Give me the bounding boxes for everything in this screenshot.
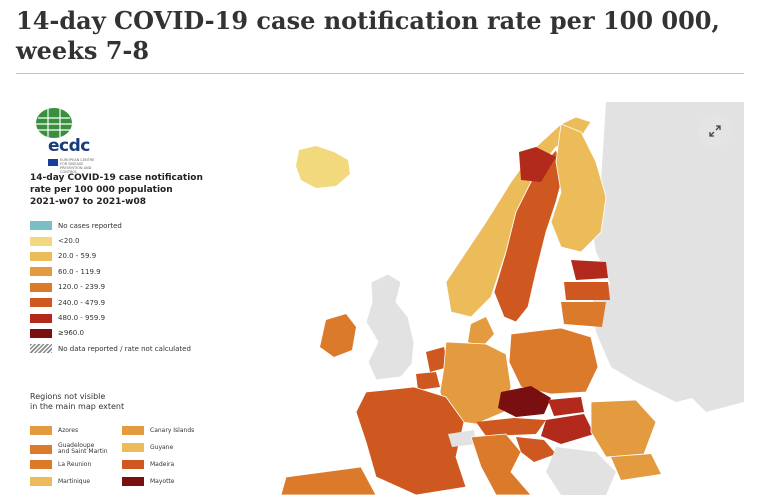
legend-title-line: 14-day COVID-19 case notification [30, 173, 203, 183]
legend-items: No cases reported <20.0 20.0 - 59.9 60.0 - … [30, 218, 191, 357]
map-poland [508, 327, 599, 395]
region-swatch [122, 443, 144, 452]
legend-item: ≥960.0 [30, 326, 191, 341]
legend-item-label: <20.0 [58, 237, 80, 246]
legend-swatch [30, 313, 52, 323]
legend-item-label: No cases reported [58, 221, 122, 230]
map-spain [280, 466, 377, 495]
map-italy [470, 433, 532, 495]
region-item: Canary Islands [122, 426, 194, 435]
region-label: Guyane [150, 443, 174, 451]
legend-item-label: 20.0 - 59.9 [58, 252, 97, 261]
map-croatia [516, 437, 556, 462]
map-belarus-ukraine [591, 282, 716, 402]
map-panel[interactable]: ecdc EUROPEAN CENTRE FOR DISEASE PREVENT… [16, 102, 744, 495]
expand-map-button[interactable] [698, 114, 732, 148]
map-hungary [541, 414, 594, 444]
legend-title: 14-day COVID-19 case notification rate p… [30, 172, 260, 208]
map-bulgaria [611, 454, 661, 480]
region-swatch [30, 460, 52, 469]
regions-heading-line: in the main map extent [30, 402, 125, 411]
map-united-kingdom [365, 273, 415, 381]
ecdc-logo-text: ecdc [48, 136, 90, 156]
map-estonia [571, 260, 608, 280]
legend-swatch [30, 236, 52, 246]
legend-item: <20.0 [30, 233, 191, 248]
map-finland [550, 123, 607, 253]
region-item: Madeira [122, 460, 174, 469]
region-swatch [122, 426, 144, 435]
map-legend: ecdc EUROPEAN CENTRE FOR DISEASE PREVENT… [30, 106, 290, 491]
legend-item: No data reported / rate not calculated [30, 341, 191, 356]
legend-item: 480.0 - 959.9 [30, 310, 191, 325]
map-sweden-north [519, 147, 556, 182]
region-swatch [30, 426, 52, 435]
legend-item: No cases reported [30, 218, 191, 233]
legend-swatch [30, 221, 52, 231]
legend-title-line: rate per 100 000 population [30, 185, 173, 195]
region-label: La Reunion [58, 460, 92, 468]
map-iceland [296, 146, 350, 188]
map-romania [590, 399, 657, 458]
region-item: Guyane [122, 443, 173, 452]
map-belgium [416, 372, 440, 390]
region-item: Martinique [30, 477, 90, 486]
legend-item-label: 240.0 - 479.9 [58, 298, 106, 307]
regions-heading-line: Regions not visible [30, 392, 106, 401]
region-label: Madeira [150, 460, 175, 468]
map-latvia [564, 282, 610, 300]
region-swatch [122, 477, 144, 486]
legend-item-label: 480.0 - 959.9 [58, 314, 106, 323]
legend-item-label: 60.0 - 119.9 [58, 267, 101, 276]
region-label: Azores [58, 426, 79, 434]
legend-swatch [30, 344, 52, 354]
legend-swatch [30, 328, 52, 338]
map-france [355, 386, 467, 495]
legend-swatch [30, 298, 52, 308]
legend-title-line: 2021-w07 to 2021-w08 [30, 197, 146, 207]
region-item: Mayotte [122, 477, 174, 486]
region-label: Guadeloupe and Saint Martin [58, 442, 108, 455]
legend-item: 240.0 - 479.9 [30, 295, 191, 310]
map-netherlands [426, 347, 448, 372]
legend-item-label: 120.0 - 239.9 [58, 283, 106, 292]
ecdc-logo: ecdc EUROPEAN CENTRE FOR DISEASE PREVENT… [32, 106, 102, 174]
page-title: 14-day COVID-19 case notification rate p… [16, 6, 720, 65]
ecdc-logo-subtitle: EUROPEAN CENTRE FOR DISEASE PREVENTION A… [60, 158, 95, 174]
globe-icon [36, 108, 72, 138]
legend-item-label: No data reported / rate not calculated [58, 344, 191, 353]
region-item: La Reunion [30, 460, 91, 469]
legend-item-label: ≥960.0 [58, 329, 84, 338]
title-divider [16, 73, 744, 74]
map-lithuania [561, 302, 606, 327]
region-swatch [30, 444, 52, 454]
map-czechia [498, 386, 551, 417]
europe-map[interactable] [16, 102, 744, 495]
map-switzerland [448, 430, 476, 447]
map-denmark [468, 317, 494, 347]
map-germany [439, 341, 512, 425]
eu-flag-icon [48, 159, 58, 166]
region-swatch [122, 460, 144, 469]
map-austria [476, 418, 546, 436]
region-item: Guadeloupe and Saint Martin [30, 443, 108, 455]
legend-item: 120.0 - 239.9 [30, 280, 191, 295]
map-ireland [320, 314, 356, 357]
map-balkans [546, 447, 616, 495]
legend-item: 60.0 - 119.9 [30, 264, 191, 279]
legend-swatch [30, 282, 52, 292]
legend-swatch [30, 251, 52, 261]
legend-swatch [30, 267, 52, 277]
region-label: Mayotte [150, 477, 175, 485]
region-item: Azores [30, 426, 78, 435]
region-label: Martinique [58, 477, 91, 485]
legend-item: 20.0 - 59.9 [30, 249, 191, 264]
region-swatch [30, 477, 52, 486]
expand-icon [709, 125, 721, 137]
regions-heading: Regions not visible in the main map exte… [30, 392, 230, 412]
map-slovakia [548, 397, 584, 416]
region-label: Canary Islands [150, 426, 195, 434]
